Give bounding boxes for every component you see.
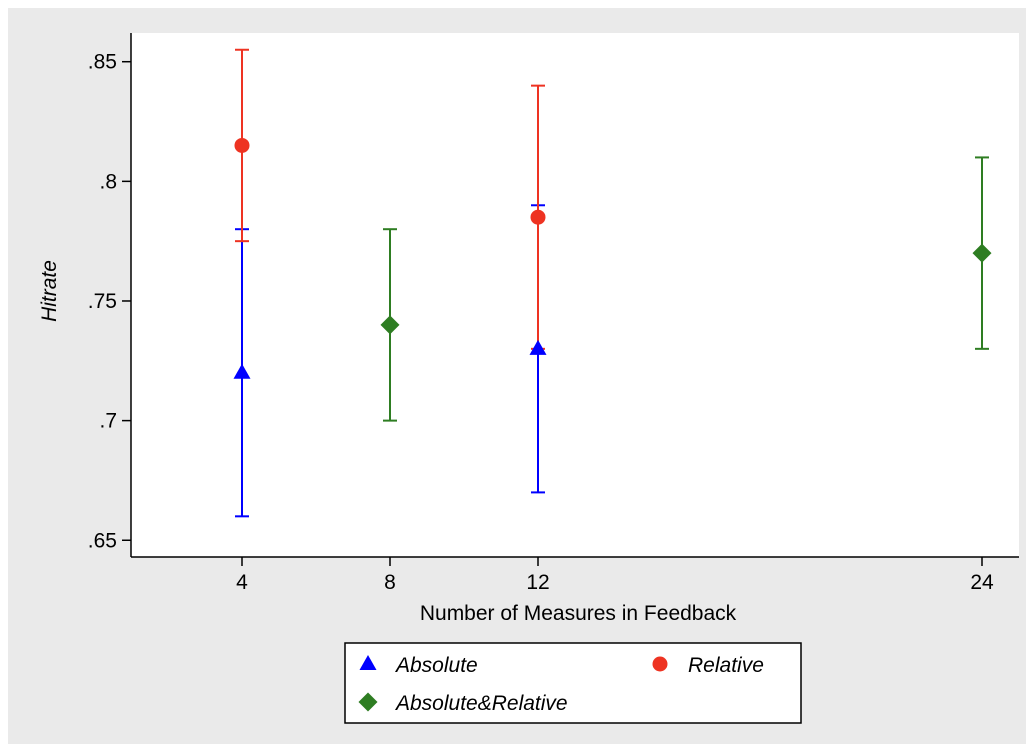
y-tick-label: .75: [88, 290, 117, 313]
y-axis-ticks: .65 .7 .75 .8 .85: [88, 51, 131, 552]
y-tick-label: .8: [99, 170, 117, 193]
absolute-relative-point: [380, 315, 400, 335]
x-tick-label: 12: [526, 571, 549, 594]
legend-label-absolute-relative: Absolute&Relative: [394, 692, 568, 715]
y-tick-label: .85: [88, 51, 117, 74]
legend-items: Absolute Relative Absolute&Relative: [358, 654, 764, 715]
plot-area: [131, 33, 1019, 557]
x-axis-ticks: 4 8 12 24: [236, 557, 994, 594]
legend-marker-absolute-relative: [358, 692, 378, 712]
x-axis-title: Number of Measures in Feedback: [420, 602, 737, 625]
relative-point: [530, 209, 546, 225]
x-tick-label: 24: [970, 571, 994, 594]
absolute-point: [233, 363, 251, 379]
legend-label-relative: Relative: [688, 654, 764, 677]
x-tick-label: 4: [236, 571, 248, 594]
relative-point: [234, 137, 250, 153]
absolute-relative-point: [972, 243, 992, 263]
legend: Absolute Relative Absolute&Relative: [344, 642, 802, 724]
y-tick-label: .65: [88, 529, 117, 552]
y-axis-title: Hitrate: [38, 260, 61, 322]
legend-marker-absolute: [359, 655, 377, 670]
chart-marks: [233, 48, 992, 518]
legend-marker-relative: [652, 656, 668, 672]
legend-box: [344, 642, 802, 724]
absolute-point: [529, 339, 547, 355]
legend-label-absolute: Absolute: [394, 654, 478, 677]
y-tick-label: .7: [99, 410, 117, 433]
x-tick-label: 8: [384, 571, 396, 594]
